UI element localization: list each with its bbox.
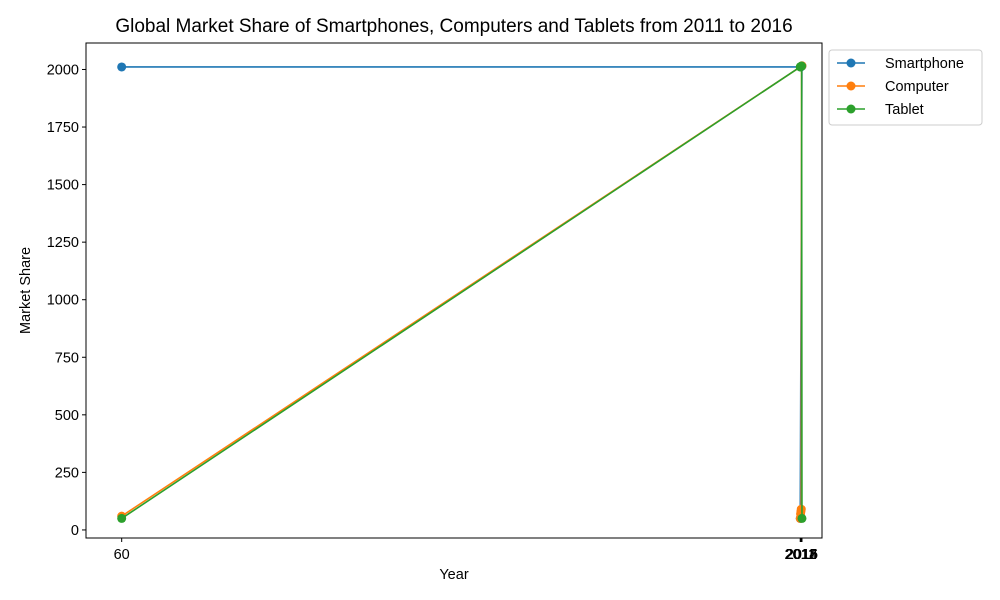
x-axis-label: Year bbox=[439, 567, 468, 583]
plot-frame bbox=[85, 42, 823, 539]
legend-label: Tablet bbox=[885, 102, 924, 118]
y-tick-label: 250 bbox=[55, 465, 79, 481]
legend-item-smartphone: Smartphone bbox=[837, 56, 964, 72]
x-tick-label: 2014 bbox=[785, 547, 817, 563]
plot-area bbox=[117, 61, 807, 523]
x-tick-label: 2013 bbox=[785, 547, 817, 563]
legend-item-computer: Computer bbox=[837, 79, 949, 95]
y-tick-label: 0 bbox=[71, 523, 79, 539]
data-point bbox=[117, 62, 127, 72]
y-tick-label: 1000 bbox=[47, 293, 79, 309]
y-tick-label: 1750 bbox=[47, 120, 79, 136]
x-tick-label: 60 bbox=[114, 547, 130, 563]
series-tablet bbox=[117, 61, 807, 523]
y-tick-label: 750 bbox=[55, 350, 79, 366]
legend-marker bbox=[846, 104, 856, 114]
x-tick-label: 2012 bbox=[784, 547, 816, 563]
legend-label: Smartphone bbox=[885, 56, 964, 72]
legend-marker bbox=[846, 58, 856, 68]
x-tick-label: 2016 bbox=[786, 547, 818, 563]
y-axis-ticks: 0 250 500 750 1000 1250 1500 1750 2000 bbox=[47, 62, 86, 539]
x-tick-label: 2011 bbox=[785, 547, 816, 563]
legend-item-tablet: Tablet bbox=[837, 102, 924, 118]
chart-title: Global Market Share of Smartphones, Comp… bbox=[115, 16, 792, 37]
legend-box bbox=[828, 49, 983, 126]
data-point bbox=[117, 513, 127, 523]
y-axis-label: Market Share bbox=[18, 247, 34, 334]
legend-marker bbox=[846, 81, 856, 91]
x-tick-label: 2015 bbox=[785, 547, 817, 563]
y-tick-label: 1500 bbox=[47, 178, 79, 194]
y-tick-label: 500 bbox=[55, 408, 79, 424]
legend: Smartphone Computer Tablet bbox=[828, 49, 983, 126]
y-tick-label: 2000 bbox=[47, 62, 79, 78]
data-point bbox=[797, 513, 807, 523]
y-tick-label: 1250 bbox=[47, 235, 79, 251]
legend-label: Computer bbox=[885, 79, 949, 95]
data-point bbox=[797, 61, 807, 71]
